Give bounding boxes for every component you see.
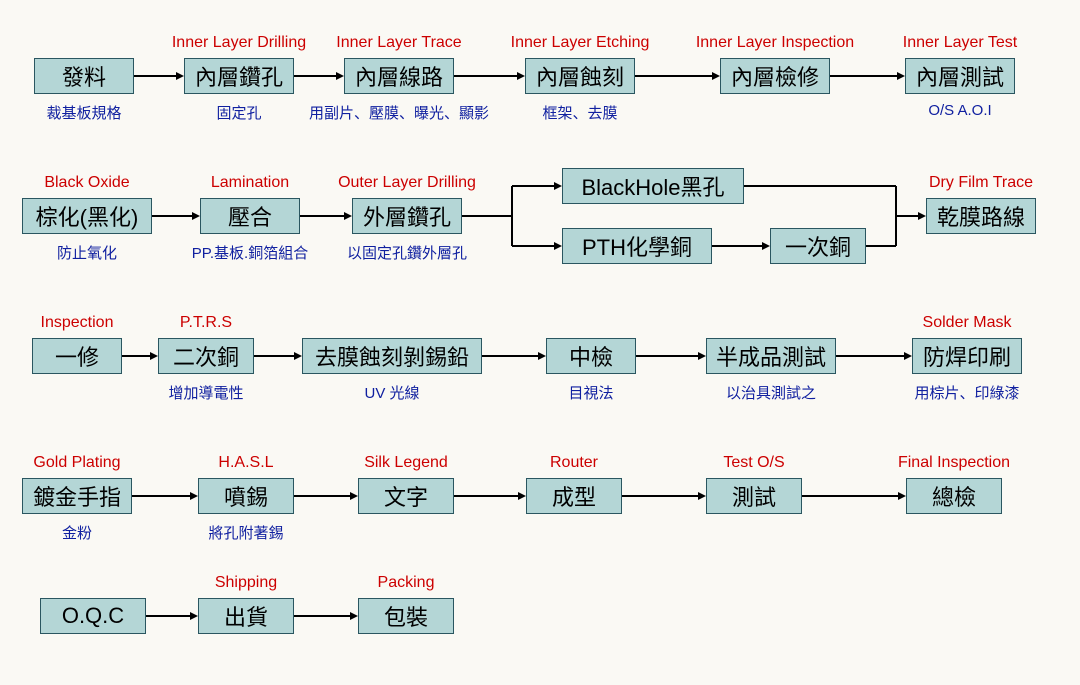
process-top-label-r1c2: Inner Layer Drilling (172, 34, 306, 52)
process-box-label: 成型 (552, 480, 596, 512)
process-box-r4c2: 噴錫 (198, 478, 294, 514)
process-box-r3c5: 半成品測試 (706, 338, 836, 374)
process-bot-label-r3c2: 增加導電性 (168, 382, 243, 403)
process-bot-label-r2c3: 以固定孔鑽外層孔 (347, 242, 467, 263)
process-top-label-r4c2: H.A.S.L (218, 454, 273, 472)
process-box-r1c4: 內層蝕刻 (525, 58, 635, 94)
process-bot-label-r2c2: PP.基板.銅箔組合 (192, 242, 308, 263)
process-box-r2c1: 棕化(黑化) (22, 198, 152, 234)
process-box-label: 棕化(黑化) (36, 200, 139, 232)
process-box-label: 出貨 (224, 600, 268, 632)
process-box-label: 總檢 (932, 480, 976, 512)
process-box-label: 外層鑽孔 (363, 200, 451, 232)
process-box-label: 內層檢修 (731, 60, 819, 92)
process-box-label: 發料 (62, 60, 106, 92)
process-box-r2c3: 外層鑽孔 (352, 198, 462, 234)
process-box-label: O.Q.C (62, 603, 124, 629)
process-box-r5c1: O.Q.C (40, 598, 146, 634)
process-box-r4c1: 鍍金手指 (22, 478, 132, 514)
process-box-r3c2: 二次銅 (158, 338, 254, 374)
process-top-label-r4c5: Test O/S (723, 454, 784, 472)
process-box-label: 鍍金手指 (33, 480, 121, 512)
process-box-label: 噴錫 (224, 480, 268, 512)
process-top-label-r3c6: Solder Mask (923, 314, 1012, 332)
process-bot-label-r1c2: 固定孔 (216, 102, 261, 123)
process-top-label-r5c3: Packing (378, 574, 435, 592)
process-box-label: 一修 (55, 340, 99, 372)
process-box-label: PTH化學銅 (582, 230, 692, 262)
process-box-r3c3: 去膜蝕刻剝錫鉛 (302, 338, 482, 374)
flowchart-canvas: 發料裁基板規格 內層鑽孔 Inner Layer Drilling 固定孔 內層線路 In… (0, 0, 1080, 680)
process-bot-label-r2c1: 防止氧化 (57, 242, 117, 263)
process-box-r1c1: 發料 (34, 58, 134, 94)
process-box-label: 中檢 (569, 340, 613, 372)
process-top-label-r1c6: Inner Layer Test (903, 34, 1017, 52)
process-box-label: 壓合 (228, 200, 272, 232)
process-box-label: 測試 (732, 480, 776, 512)
process-top-label-r1c5: Inner Layer Inspection (696, 34, 854, 52)
process-box-r2c6: 乾膜路線 (926, 198, 1036, 234)
process-box-r5c2: 出貨 (198, 598, 294, 634)
process-top-label-r4c6: Final Inspection (898, 454, 1010, 472)
process-top-label-r1c4: Inner Layer Etching (511, 34, 650, 52)
process-top-label-r2c6: Dry Film Trace (929, 174, 1033, 192)
process-box-r2c4a: BlackHole黑孔 (562, 168, 744, 204)
process-box-r4c3: 文字 (358, 478, 454, 514)
process-box-label: 文字 (384, 480, 428, 512)
process-box-label: 內層測試 (916, 60, 1004, 92)
process-box-r2c4b: PTH化學銅 (562, 228, 712, 264)
process-bot-label-r1c4: 框架、去膜 (542, 102, 617, 123)
process-bot-label-r3c3: UV 光線 (364, 382, 419, 403)
process-top-label-r5c2: Shipping (215, 574, 277, 592)
process-top-label-r2c3: Outer Layer Drilling (338, 174, 476, 192)
process-box-r4c4: 成型 (526, 478, 622, 514)
process-box-label: 防焊印刷 (923, 340, 1011, 372)
process-box-label: 一次銅 (785, 230, 851, 262)
process-box-label: 包裝 (384, 600, 428, 632)
process-box-r3c6: 防焊印刷 (912, 338, 1022, 374)
process-bot-label-r1c3: 用副片、壓膜、曝光、顯影 (309, 102, 489, 123)
process-box-label: 內層線路 (355, 60, 443, 92)
process-bot-label-r4c1: 金粉 (62, 522, 92, 543)
process-top-label-r3c2: P.T.R.S (180, 314, 232, 332)
process-bot-label-r3c6: 用棕片、印綠漆 (914, 382, 1019, 403)
process-box-label: 乾膜路線 (937, 200, 1025, 232)
process-box-r4c6: 總檢 (906, 478, 1002, 514)
process-bot-label-r3c4: 目視法 (568, 382, 613, 403)
process-bot-label-r4c2: 將孔附著錫 (208, 522, 283, 543)
process-box-label: 二次銅 (173, 340, 239, 372)
process-box-r1c6: 內層測試 (905, 58, 1015, 94)
process-top-label-r4c4: Router (550, 454, 598, 472)
process-bot-label-r1c1: 裁基板規格 (46, 102, 121, 123)
process-top-label-r3c1: Inspection (41, 314, 114, 332)
process-box-r1c5: 內層檢修 (720, 58, 830, 94)
process-box-r3c4: 中檢 (546, 338, 636, 374)
process-box-r1c3: 內層線路 (344, 58, 454, 94)
process-top-label-r2c1: Black Oxide (44, 174, 129, 192)
process-bot-label-r3c5: 以治具測試之 (726, 382, 816, 403)
process-box-label: 內層鑽孔 (195, 60, 283, 92)
process-box-r4c5: 測試 (706, 478, 802, 514)
process-box-r3c1: 一修 (32, 338, 122, 374)
process-top-label-r4c3: Silk Legend (364, 454, 448, 472)
process-box-label: 去膜蝕刻剝錫鉛 (315, 340, 469, 372)
process-box-r1c2: 內層鑽孔 (184, 58, 294, 94)
process-top-label-r1c3: Inner Layer Trace (336, 34, 461, 52)
process-box-r5c3: 包裝 (358, 598, 454, 634)
process-box-r2c5: 一次銅 (770, 228, 866, 264)
process-box-label: BlackHole黑孔 (581, 170, 724, 202)
process-box-r2c2: 壓合 (200, 198, 300, 234)
process-top-label-r4c1: Gold Plating (33, 454, 120, 472)
process-box-label: 半成品測試 (716, 340, 826, 372)
process-bot-label-r1c6: O/S A.O.I (928, 102, 991, 119)
process-top-label-r2c2: Lamination (211, 174, 289, 192)
process-box-label: 內層蝕刻 (536, 60, 624, 92)
